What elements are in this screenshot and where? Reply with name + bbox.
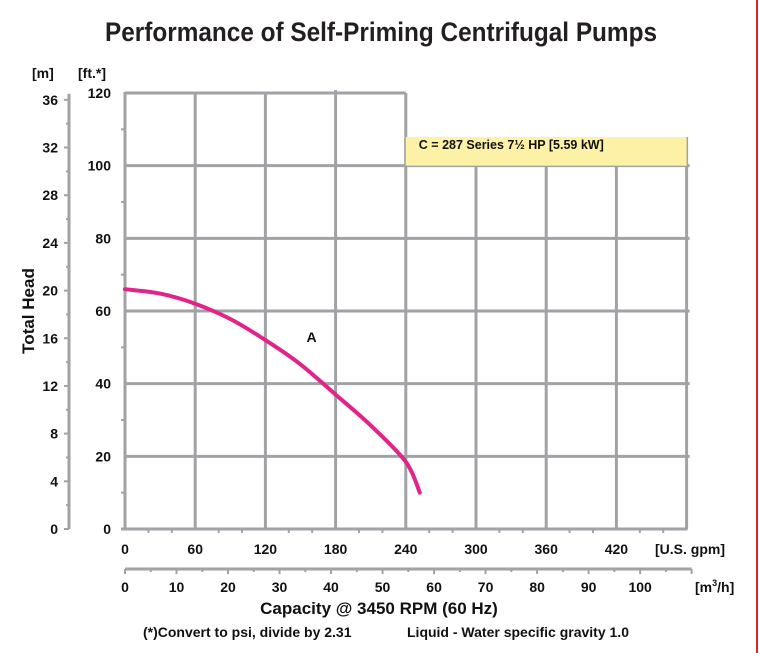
series: A: [123, 287, 422, 495]
y-secondary-tick-label: 4: [50, 473, 58, 489]
y-primary-tick-label: 60: [95, 303, 111, 319]
x-secondary-tick-label: 90: [581, 579, 597, 595]
x-secondary-tick-label: 20: [220, 579, 236, 595]
x-secondary-tick-label: 50: [375, 579, 391, 595]
x-secondary-unit-superscript: 3: [712, 578, 717, 588]
x-secondary-tick-label: 30: [272, 579, 288, 595]
y-secondary-tick-label: 36: [42, 92, 58, 108]
y-primary-tick-label: 100: [88, 158, 112, 174]
footnote-liquid: Liquid - Water specific gravity 1.0: [407, 624, 629, 640]
x-axis-title: Capacity @ 3450 RPM (60 Hz): [260, 599, 498, 618]
x-primary-tick-label: 420: [605, 541, 629, 557]
x-primary-tick-label: 180: [324, 541, 348, 557]
y-secondary-tick-label: 32: [42, 140, 58, 156]
y-primary-tick-label: 20: [95, 448, 111, 464]
x-primary-tick-label: 300: [464, 541, 488, 557]
y-primary-tick-label: 40: [95, 376, 111, 392]
y-secondary-tick-label: 0: [50, 521, 58, 537]
x-primary-tick-label: 0: [121, 541, 129, 557]
legend-box: [405, 137, 687, 166]
y-primary-tick-label: 80: [95, 230, 111, 246]
series-curve-a: [123, 287, 422, 495]
x-primary-tick-label: 60: [187, 541, 203, 557]
y-secondary-unit: [m]: [32, 65, 54, 81]
x-secondary-unit: [m3/h]: [695, 578, 734, 595]
x-primary-tick-label: 120: [254, 541, 278, 557]
legend-text: C = 287 Series 7½ HP [5.59 kW]: [419, 138, 604, 152]
x-secondary-tick-label: 60: [426, 579, 442, 595]
x-secondary-unit-suffix: /h]: [717, 579, 734, 595]
x-secondary-unit-prefix: [m: [695, 579, 712, 595]
x-primary-tick-label: 360: [535, 541, 559, 557]
series-label-a: A: [307, 329, 317, 345]
y-axis-title: Total Head: [19, 268, 38, 354]
y-secondary-tick-label: 28: [42, 187, 58, 203]
x-secondary-tick-label: 40: [323, 579, 339, 595]
x-secondary-tick-label: 100: [628, 579, 652, 595]
chart-title: Performance of Self-Priming Centrifugal …: [105, 17, 657, 47]
y-primary-unit: [ft.*]: [78, 65, 106, 81]
footnote-psi: (*)Convert to psi, divide by 2.31: [143, 624, 352, 640]
y-primary-tick-label: 120: [88, 85, 112, 101]
axes: [64, 92, 693, 574]
x-secondary-tick-label: 70: [478, 579, 494, 595]
x-primary-tick-label: 240: [394, 541, 418, 557]
legend: C = 287 Series 7½ HP [5.59 kW]: [405, 137, 687, 166]
y-secondary-tick-label: 20: [42, 283, 58, 299]
x-secondary-tick-label: 0: [121, 579, 129, 595]
y-primary-tick-label: 0: [103, 521, 111, 537]
y-secondary-tick-label: 12: [42, 378, 58, 394]
y-secondary-tick-label: 8: [50, 426, 58, 442]
x-secondary-tick-label: 80: [529, 579, 545, 595]
x-secondary-tick-label: 10: [169, 579, 185, 595]
y-secondary-tick-label: 24: [42, 235, 58, 251]
y-secondary-tick-label: 16: [42, 330, 58, 346]
x-primary-unit: [U.S. gpm]: [655, 541, 725, 557]
